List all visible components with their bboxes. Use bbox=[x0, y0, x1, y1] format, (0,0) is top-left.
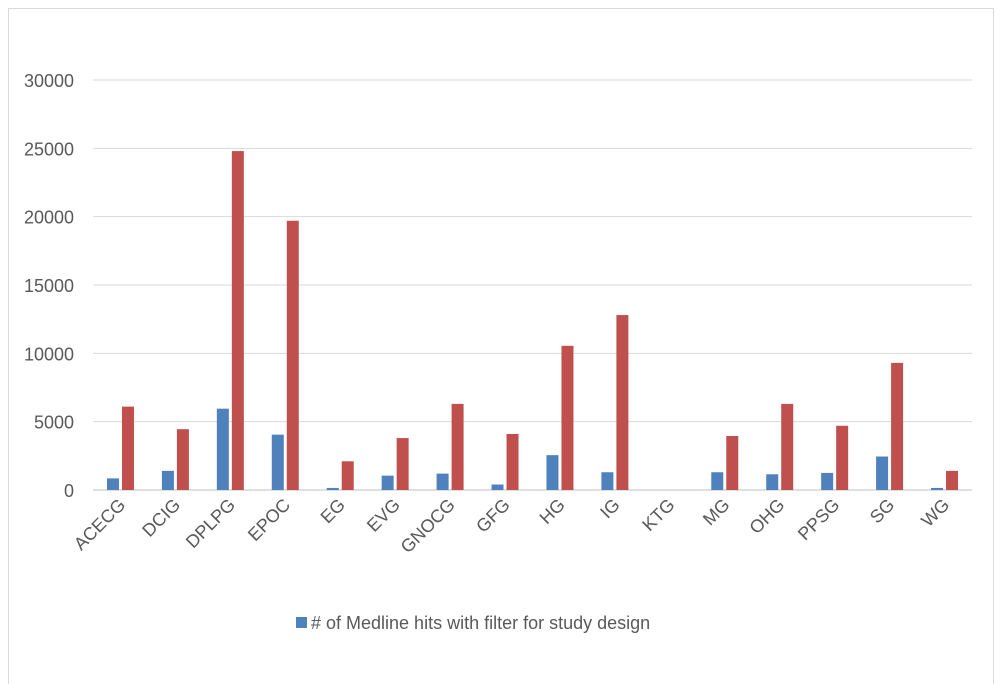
bar-ppsg-series-1 bbox=[821, 472, 834, 490]
bar-hg-series-2 bbox=[561, 345, 574, 490]
x-tick-label: MG bbox=[699, 495, 734, 530]
legend: # of Medline hits with filter for study … bbox=[296, 613, 650, 633]
x-tick-label: IG bbox=[596, 495, 624, 523]
bar-gnocg-series-1 bbox=[436, 473, 449, 490]
bar-ig-series-2 bbox=[616, 315, 629, 490]
y-tick-label: 15000 bbox=[24, 276, 74, 296]
bar-gnocg-series-2 bbox=[451, 403, 464, 490]
bar-gfg-series-1 bbox=[491, 484, 504, 490]
bar-ppsg-series-2 bbox=[836, 425, 849, 490]
y-tick-label: 10000 bbox=[24, 344, 74, 364]
y-tick-label: 30000 bbox=[24, 71, 74, 91]
x-tick-label: GFG bbox=[472, 495, 514, 537]
bar-mg-series-2 bbox=[726, 436, 739, 490]
y-tick-label: 25000 bbox=[24, 139, 74, 159]
bar-hg-series-1 bbox=[546, 455, 559, 490]
x-tick-label: PPSG bbox=[794, 495, 844, 545]
bar-acecg-series-2 bbox=[121, 406, 134, 490]
x-tick-label: OHG bbox=[745, 495, 788, 538]
x-tick-label: HG bbox=[536, 495, 569, 528]
bar-wg-series-2 bbox=[946, 470, 959, 490]
bar-eg-series-1 bbox=[326, 487, 339, 490]
x-tick-label: EPOC bbox=[244, 495, 294, 545]
x-tick-label: GNOCG bbox=[397, 495, 459, 557]
y-axis-ticks: 0 5000 10000 15000 20000 25000 30000 bbox=[24, 71, 74, 501]
bar-mg-series-1 bbox=[711, 472, 724, 490]
bar-evg-series-1 bbox=[381, 475, 394, 490]
bar-sg-series-1 bbox=[876, 456, 889, 490]
y-tick-label: 0 bbox=[64, 481, 74, 501]
bar-epoc-series-1 bbox=[271, 434, 284, 490]
bar-ig-series-1 bbox=[601, 472, 614, 490]
x-tick-label: SG bbox=[866, 495, 899, 528]
x-tick-label: WG bbox=[917, 495, 953, 531]
bar-evg-series-2 bbox=[396, 438, 409, 490]
x-tick-label: ACECG bbox=[70, 495, 129, 554]
bar-eg-series-2 bbox=[341, 461, 354, 490]
x-tick-label: EG bbox=[317, 495, 350, 528]
y-tick-label: 20000 bbox=[24, 208, 74, 228]
bar-gfg-series-2 bbox=[506, 433, 519, 490]
x-tick-label: DPLPG bbox=[182, 495, 239, 552]
bar-acecg-series-1 bbox=[106, 478, 119, 490]
bars bbox=[106, 151, 959, 491]
x-tick-label: KTG bbox=[638, 495, 678, 535]
chart-frame bbox=[8, 8, 994, 684]
legend-swatch bbox=[296, 617, 307, 628]
bar-epoc-series-2 bbox=[286, 220, 299, 490]
x-tick-label: DCIG bbox=[138, 495, 184, 541]
bar-dcig-series-1 bbox=[161, 470, 174, 490]
bar-dplpg-series-1 bbox=[216, 408, 229, 490]
bar-wg-series-1 bbox=[931, 487, 944, 490]
legend-label: # of Medline hits with filter for study … bbox=[311, 613, 650, 633]
bar-dcig-series-2 bbox=[176, 429, 189, 490]
x-tick-label: EVG bbox=[363, 495, 404, 536]
bar-ohg-series-2 bbox=[781, 403, 794, 490]
bar-sg-series-2 bbox=[891, 362, 904, 490]
y-tick-label: 5000 bbox=[34, 413, 74, 433]
bar-dplpg-series-2 bbox=[231, 151, 244, 491]
bar-ohg-series-1 bbox=[766, 474, 779, 490]
